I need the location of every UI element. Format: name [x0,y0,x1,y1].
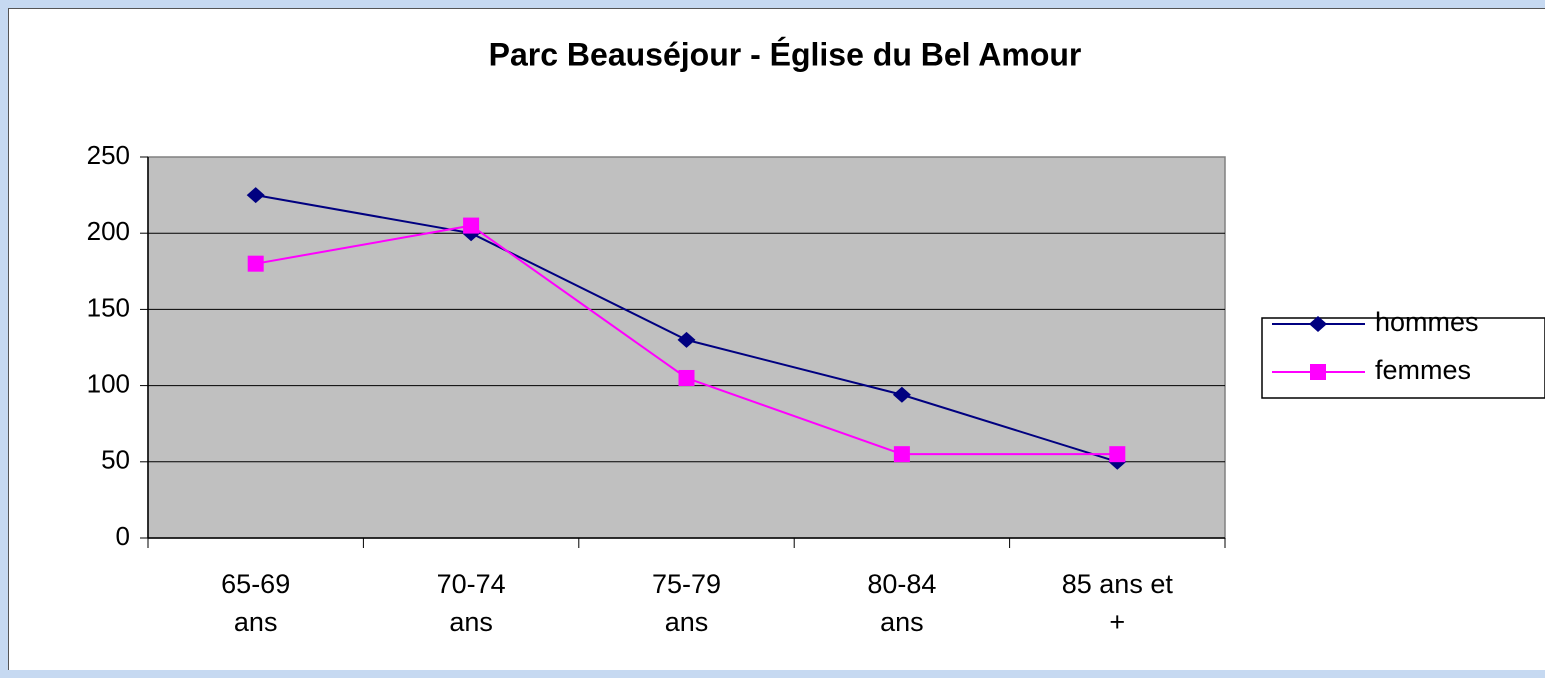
data-marker [1109,446,1126,463]
data-marker [892,386,911,403]
y-tick-label: 200 [87,216,130,246]
data-marker [677,331,696,348]
legend-marker [1310,364,1326,380]
legend-marker [1309,316,1327,332]
y-tick-label: 50 [101,445,130,475]
y-tick-label: 0 [116,521,130,551]
x-tick-label: 75-79 ans [651,569,722,637]
data-marker [463,217,480,234]
y-tick-label: 250 [87,140,130,170]
data-marker [246,187,265,204]
y-tick-label: 100 [87,368,130,398]
data-marker [678,369,695,386]
chart-title: Parc Beauséjour - Église du Bel Amour [489,36,1082,72]
data-marker [247,255,264,272]
x-tick-label: 70-74 ans [436,569,506,637]
x-tick-label: 85 ans et + [1061,569,1173,637]
legend-label: hommes [1375,307,1479,337]
x-tick-label: 65-69 ans [221,569,291,637]
legend-box [1261,317,1545,399]
x-tick-label: 80-84 ans [867,569,937,637]
data-marker [893,446,910,463]
y-tick-label: 150 [87,292,130,322]
legend-label: femmes [1375,355,1471,385]
